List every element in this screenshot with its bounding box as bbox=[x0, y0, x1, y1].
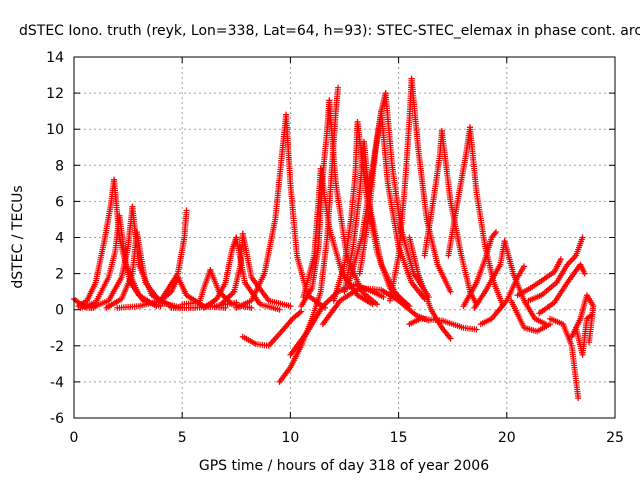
data-arc bbox=[88, 203, 136, 311]
data-arc bbox=[233, 111, 290, 311]
data-arc bbox=[501, 238, 549, 328]
data-point bbox=[491, 230, 498, 237]
axis-ticks bbox=[73, 56, 616, 419]
data-arc bbox=[536, 261, 588, 317]
data-arc bbox=[239, 230, 294, 310]
y-tick-labels: -6 -4 -2 0 2 4 6 8 10 12 14 bbox=[46, 50, 64, 427]
data-arc bbox=[525, 234, 586, 304]
data-arc bbox=[477, 263, 528, 328]
data-arc bbox=[283, 111, 329, 311]
data-arc bbox=[341, 138, 367, 295]
y-tick-label: 4 bbox=[55, 231, 64, 247]
data-arc bbox=[239, 308, 305, 349]
x-tick-label: 5 bbox=[178, 430, 187, 446]
data-arc bbox=[356, 90, 389, 277]
data-arc bbox=[386, 75, 415, 304]
data-point bbox=[447, 288, 454, 295]
data-point bbox=[581, 270, 588, 277]
x-tick-label: 10 bbox=[281, 430, 299, 446]
x-tick-label: 15 bbox=[390, 430, 408, 446]
data-arc bbox=[382, 90, 432, 301]
x-axis-label: GPS time / hours of day 318 of year 2006 bbox=[199, 458, 489, 474]
data-point bbox=[521, 263, 528, 270]
x-tick-label: 0 bbox=[70, 430, 79, 446]
data-point bbox=[287, 303, 294, 310]
x-tick-label: 20 bbox=[498, 430, 516, 446]
chart-title: dSTEC Iono. truth (reyk, Lon=338, Lat=64… bbox=[19, 23, 640, 39]
y-tick-label: 8 bbox=[55, 158, 64, 174]
data-arc bbox=[467, 124, 506, 308]
data-point bbox=[228, 291, 235, 298]
data-point bbox=[579, 234, 586, 241]
data-arc bbox=[573, 312, 595, 358]
data-arc bbox=[200, 234, 240, 311]
x-tick-labels: 0 5 10 15 20 25 bbox=[70, 430, 624, 446]
y-tick-label: -4 bbox=[50, 375, 64, 391]
y-tick-label: -6 bbox=[50, 411, 64, 427]
data-point bbox=[547, 321, 554, 328]
data-arc bbox=[179, 266, 214, 308]
y-tick-label: 2 bbox=[55, 267, 64, 283]
y-axis-label: dSTEC / TECUs bbox=[10, 185, 26, 288]
data-point bbox=[575, 395, 582, 402]
data-arc bbox=[508, 297, 554, 335]
y-tick-label: 0 bbox=[55, 303, 64, 319]
data-point bbox=[276, 306, 283, 313]
y-tick-label: 10 bbox=[46, 122, 64, 138]
data-point bbox=[557, 256, 564, 263]
data-arc bbox=[421, 128, 445, 259]
data-arc bbox=[514, 256, 564, 299]
data-point bbox=[588, 312, 595, 319]
data-point bbox=[369, 301, 376, 308]
x-tick-label: 25 bbox=[606, 430, 624, 446]
y-tick-label: 14 bbox=[46, 50, 64, 66]
data-arc bbox=[547, 315, 582, 402]
data-arc bbox=[360, 138, 413, 310]
data-arc bbox=[77, 212, 123, 311]
data-point bbox=[335, 84, 342, 91]
data-arc bbox=[406, 315, 480, 333]
y-tick-label: 6 bbox=[55, 194, 64, 210]
data-point bbox=[380, 294, 387, 301]
data-arc bbox=[300, 165, 324, 301]
data-markers bbox=[71, 75, 597, 402]
data-arc bbox=[408, 75, 454, 295]
data-arc bbox=[319, 285, 432, 328]
y-tick-label: 12 bbox=[46, 86, 64, 102]
data-point bbox=[447, 335, 454, 342]
data-arc bbox=[460, 229, 499, 310]
data-point bbox=[222, 304, 229, 311]
data-arc bbox=[406, 234, 454, 342]
data-point bbox=[492, 229, 499, 236]
data-point bbox=[248, 304, 255, 311]
data-point bbox=[183, 207, 190, 214]
data-point bbox=[298, 308, 305, 315]
data-arc bbox=[75, 176, 118, 310]
data-arc bbox=[298, 97, 333, 310]
y-tick-label: -2 bbox=[50, 339, 64, 355]
data-point bbox=[473, 326, 480, 333]
